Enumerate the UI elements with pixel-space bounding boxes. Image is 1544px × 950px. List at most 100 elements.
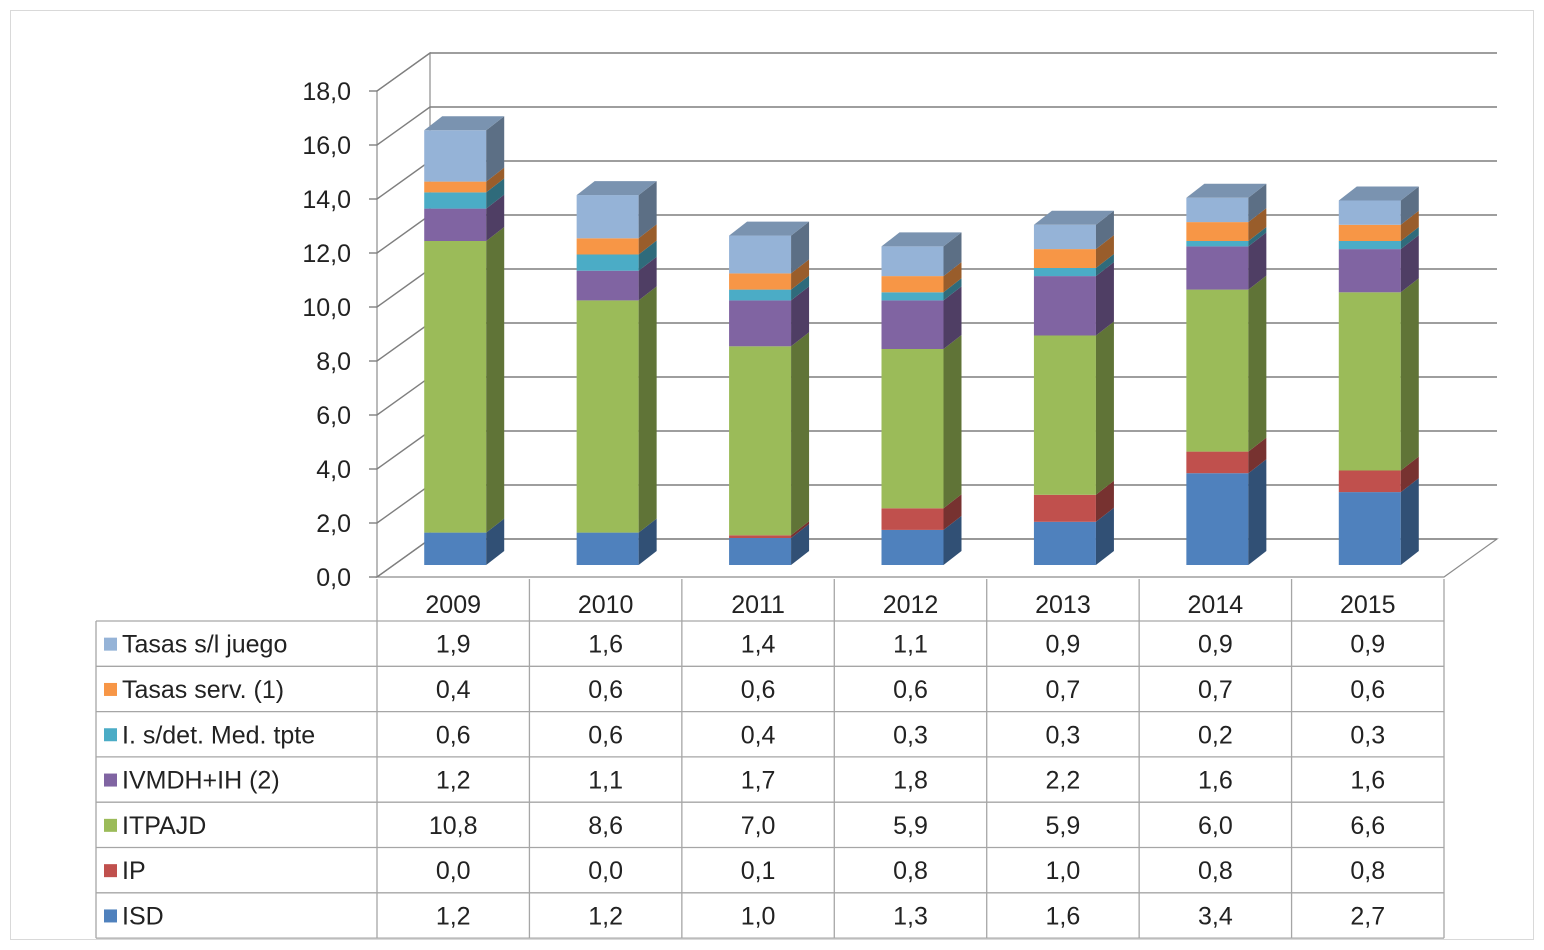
data-label: 0,8 [893,857,928,885]
bar-segment [1338,470,1401,493]
bar-segment-side [486,227,505,533]
bar-segment [729,538,792,565]
bar-segment [424,181,487,193]
bar-segment-side [943,335,962,509]
legend-swatch [104,728,117,742]
bar-top [881,232,962,247]
bar-segment [881,246,944,277]
bar-segment-side [943,232,962,277]
bar-segment [424,241,487,533]
data-label: 0,9 [1046,631,1081,659]
data-label: 3,4 [1198,902,1233,930]
legend-label: ITPAJD [122,812,206,840]
bar-segment-side [943,286,962,349]
data-label: 0,1 [741,857,776,885]
x-tick-label: 2010 [578,591,634,619]
bar-segment [881,349,944,509]
bar-segment [729,289,792,301]
bar-segment [576,300,639,533]
y-tick-label: 10,0 [302,294,351,322]
bar-segment-side [943,515,962,565]
bar-segment [881,300,944,349]
bar-segment [1033,335,1096,495]
stacked-bar-chart-3d: 0,0 2,0 4,0 6,0 8,0 10,0 12,0 14,0 16,0 18,0 2009… [95,51,1499,939]
data-label: 2,7 [1350,902,1385,930]
data-label: 1,6 [588,631,623,659]
bar-segment [1033,276,1096,336]
bar-segment [1033,521,1096,565]
bar-segment [1186,241,1249,247]
bar-segment [1338,249,1401,293]
bar-segment [1338,292,1401,471]
data-label: 0,8 [1350,857,1385,885]
legend-swatch [104,909,117,923]
bar-segment [881,276,944,293]
bar-segment-side [1095,262,1114,336]
bar-segment-side [638,240,657,271]
bar-segment [1033,268,1096,277]
bar-segment-side [1248,232,1267,290]
bar-segment-side [1248,183,1267,223]
bar-segment-side [1400,278,1419,471]
bar-segment [1338,492,1401,565]
bar-segment [1338,224,1401,241]
y-tick-label: 16,0 [302,132,351,160]
bar-segment [1186,222,1249,241]
gridline [376,160,1497,200]
gridline [376,106,1497,146]
data-label: 0,6 [893,676,928,704]
bar-segment-side [486,178,505,209]
data-label: 0,0 [588,857,623,885]
bar-segment-side [1400,210,1419,241]
bar-segment-side [791,286,810,347]
bar-segment [576,238,639,255]
data-label: 0,6 [588,721,623,749]
data-label: 0,4 [436,676,471,704]
bar-segment-side [1095,321,1114,495]
data-label: 0,7 [1198,676,1233,704]
bar-segment-side [486,116,505,182]
data-label: 0,6 [741,676,776,704]
data-label: 1,7 [741,767,776,795]
chart-side-wall [376,51,431,579]
data-label: 8,6 [588,812,623,840]
bar-segment [424,192,487,209]
x-tick-label: 2015 [1340,591,1396,619]
y-tick-label: 0,0 [316,564,351,592]
legend-label: Tasas s/l juego [122,631,287,659]
bar-segment [729,235,792,274]
bar-segment [1033,224,1096,250]
bar-segment-side [1400,227,1419,250]
bar-segment-side [1095,480,1114,522]
bar-segment [729,273,792,290]
gridline [376,52,1497,92]
bar-top [1338,186,1419,201]
bar-segment-side [1095,210,1114,250]
bar-segment-side [791,521,810,538]
data-label: 0,9 [1350,631,1385,659]
data-label: 0,6 [588,676,623,704]
bar-segment-side [943,494,962,530]
legend-label: IP [122,857,146,885]
bar-segment-side [1095,254,1114,277]
data-label: 6,6 [1350,812,1385,840]
data-label: 1,2 [588,902,623,930]
bar-segment [1338,200,1401,225]
bar-segment-side [638,518,657,565]
bar-segment-side [1248,275,1267,452]
bar-segment-side [1248,437,1267,474]
data-label: 0,3 [1046,721,1081,749]
data-label: 7,0 [741,812,776,840]
bar-segment-side [943,278,962,301]
data-label: 1,1 [588,767,623,795]
bar-segment [1186,289,1249,452]
bar-segment [881,529,944,565]
y-tick-label: 14,0 [302,186,351,214]
x-tick-label: 2009 [425,591,481,619]
data-label: 0,0 [436,857,471,885]
data-label: 6,0 [1198,812,1233,840]
data-label: 5,9 [1046,812,1081,840]
chart-frame: 0,0 2,0 4,0 6,0 8,0 10,0 12,0 14,0 16,0 18,0 2009… [10,10,1534,940]
bar-segment [576,270,639,301]
bar-segment [424,208,487,241]
